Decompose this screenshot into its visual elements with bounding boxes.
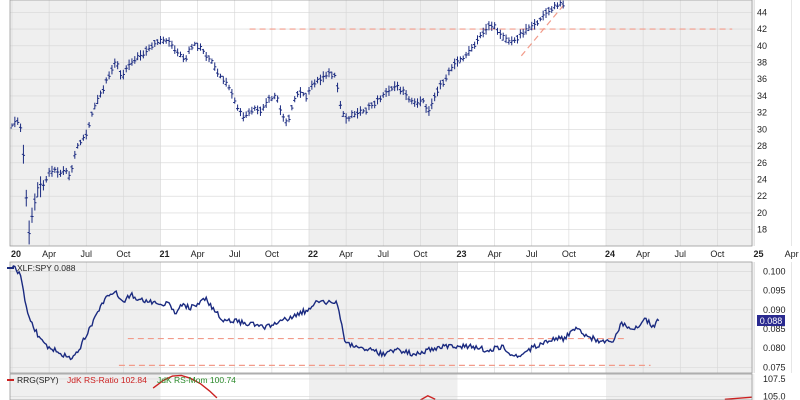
x-tick-label: Jul bbox=[526, 249, 538, 259]
x-tick-label: Oct bbox=[413, 249, 428, 259]
x-tick-label: Jul bbox=[674, 249, 686, 259]
year-band bbox=[309, 374, 458, 400]
ratio-y-tick: 0.075 bbox=[763, 362, 786, 372]
rrg-y-tick: 105.0 bbox=[763, 391, 786, 400]
ratio-last-value-box bbox=[757, 315, 785, 326]
x-tick-label: 22 bbox=[308, 249, 318, 259]
x-tick-label: Apr bbox=[339, 249, 353, 259]
x-tick-label: 21 bbox=[159, 249, 169, 259]
price-y-tick: 28 bbox=[757, 141, 767, 151]
ratio-last-value-text: 0.088 bbox=[760, 316, 783, 326]
ratio-legend: XLF:SPY 0.088 bbox=[7, 263, 76, 273]
year-band bbox=[10, 0, 161, 246]
price-y-tick: 38 bbox=[757, 58, 767, 68]
price-y-tick: 32 bbox=[757, 108, 767, 118]
panel-frames bbox=[9, 0, 753, 400]
panel-border bbox=[9, 261, 753, 374]
price-y-tick: 42 bbox=[757, 24, 767, 34]
x-tick-label: Jul bbox=[80, 249, 92, 259]
price-y-tick: 18 bbox=[757, 225, 767, 235]
rrg-rs-ratio-line bbox=[152, 374, 218, 399]
ratio-last-value: 0.088 bbox=[757, 315, 785, 326]
rrg-legend-prefix: RRG(SPY) bbox=[17, 375, 59, 385]
x-tick-label: Oct bbox=[562, 249, 577, 259]
x-tick-label: Apr bbox=[636, 249, 650, 259]
price-y-tick: 30 bbox=[757, 124, 767, 134]
x-tick-label: Oct bbox=[116, 249, 131, 259]
x-tick-label: Apr bbox=[488, 249, 502, 259]
ratio-panel: 0.100 0.095 0.090 0.085 0.080 0.075 bbox=[10, 262, 792, 373]
x-tick-label: 25 bbox=[753, 249, 763, 259]
x-tick-label: 23 bbox=[456, 249, 466, 259]
price-y-tick: 40 bbox=[757, 41, 767, 51]
price-panel: 18 20 22 24 26 28 30 32 34 36 38 40 42 44 20 Apr Jul Oct 2… bbox=[10, 0, 799, 259]
price-y-tick: 22 bbox=[757, 191, 767, 201]
ratio-y-tick: 0.080 bbox=[763, 343, 786, 353]
year-band bbox=[606, 374, 755, 400]
ratio-y-tick: 0.085 bbox=[763, 324, 786, 334]
ratio-y-tick: 0.095 bbox=[763, 286, 786, 296]
rrg-legend-rs-ratio: JdK RS-Ratio 102.84 bbox=[67, 375, 147, 385]
price-y-tick: 20 bbox=[757, 208, 767, 218]
rrg-panel: 107.5 105.0 bbox=[10, 374, 786, 400]
price-y-tick: 44 bbox=[757, 7, 767, 17]
ratio-line bbox=[11, 265, 660, 361]
x-tick-label: Jul bbox=[377, 249, 389, 259]
price-y-tick: 36 bbox=[757, 74, 767, 84]
rrg-y-tick: 107.5 bbox=[763, 374, 786, 384]
x-tick-label: Oct bbox=[265, 249, 280, 259]
price-y-tick: 24 bbox=[757, 175, 767, 185]
x-tick-label: Apr bbox=[785, 249, 799, 259]
ratio-legend-text: XLF:SPY 0.088 bbox=[17, 263, 76, 273]
panel-border bbox=[9, 0, 753, 247]
rrg-rs-ratio-line bbox=[724, 396, 753, 400]
panel-border bbox=[9, 373, 753, 400]
price-y-tick: 34 bbox=[757, 91, 767, 101]
x-tick-label: Jul bbox=[229, 249, 241, 259]
year-band bbox=[10, 262, 161, 373]
x-tick-label: 20 bbox=[11, 249, 21, 259]
ratio-y-tick: 0.100 bbox=[763, 267, 786, 277]
price-y-tick: 26 bbox=[757, 158, 767, 168]
rrg-legend: RRG(SPY) JdK RS-Ratio 102.84 JdK RS-Mom … bbox=[7, 375, 236, 385]
x-tick-label: Oct bbox=[710, 249, 725, 259]
x-tick-label: Apr bbox=[42, 249, 56, 259]
rrg-legend-rs-mom: JdK RS-Mom 100.74 bbox=[157, 375, 236, 385]
x-tick-label: Apr bbox=[191, 249, 205, 259]
rrg-rs-ratio-line bbox=[420, 395, 436, 400]
x-tick-label: 24 bbox=[605, 249, 615, 259]
trend-line bbox=[520, 1, 567, 57]
year-band bbox=[10, 374, 161, 400]
ratio-y-tick: 0.090 bbox=[763, 305, 786, 315]
